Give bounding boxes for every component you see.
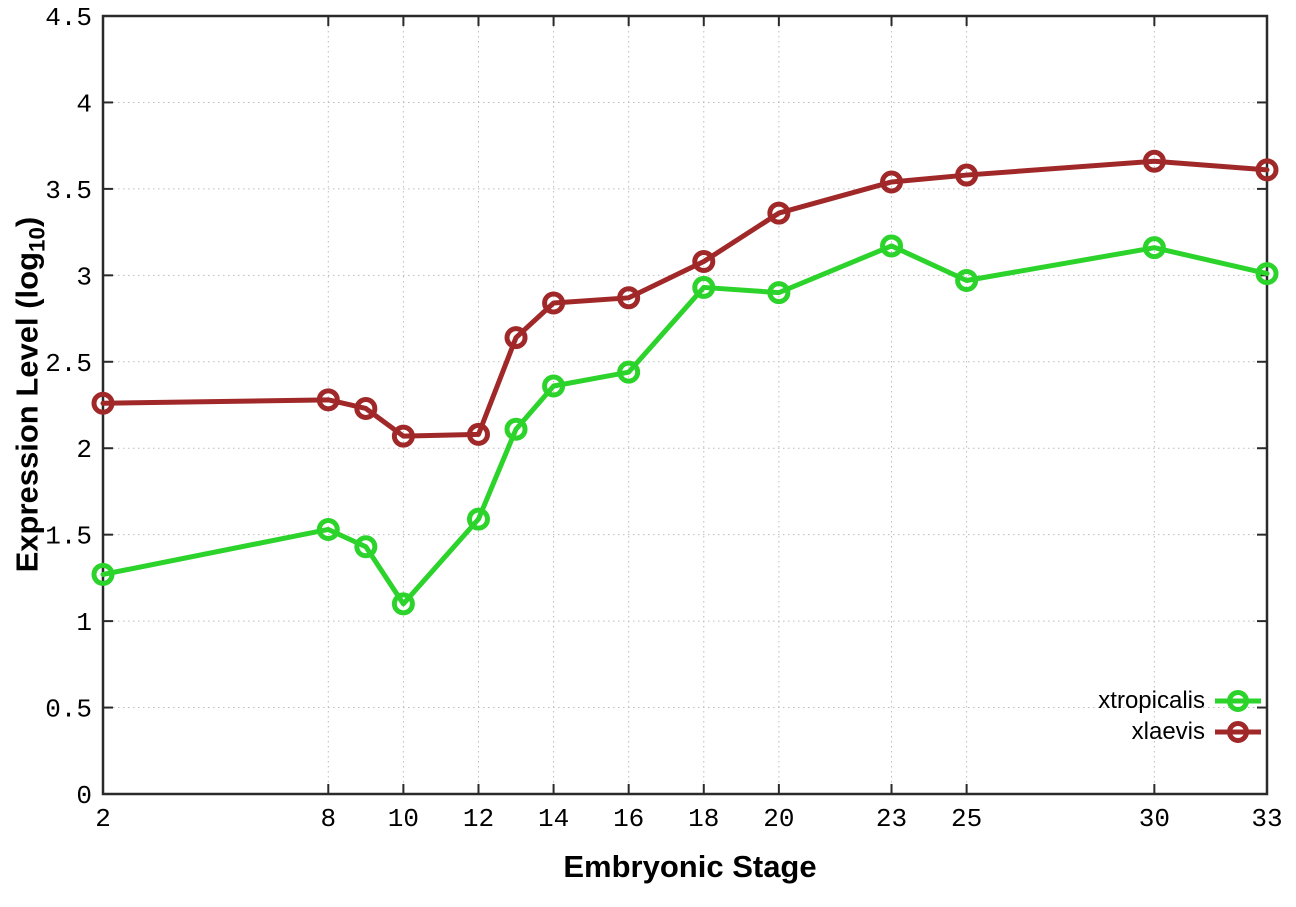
data-point-xlaevis: [391, 424, 415, 448]
x-tick-label: 12: [463, 804, 494, 834]
x-tick-label: 8: [320, 804, 336, 834]
x-axis-title: Embryonic Stage: [563, 849, 817, 884]
data-point-xlaevis: [1142, 149, 1166, 173]
data-point-xtropicalis: [391, 592, 415, 616]
y-tick-label: 1: [76, 608, 92, 638]
y-tick-label: 0: [76, 781, 92, 811]
legend-row-xlaevis: xlaevis: [1132, 716, 1262, 747]
data-point-xtropicalis: [880, 234, 904, 258]
data-point-xlaevis: [955, 163, 979, 187]
x-tick-label: 23: [876, 804, 907, 834]
data-point-xlaevis: [91, 391, 115, 415]
legend-marker-xlaevis: [1215, 720, 1261, 743]
data-point-xlaevis: [466, 422, 490, 446]
legend: xtropicalis xlaevis: [1098, 685, 1262, 747]
data-point-xlaevis: [542, 291, 566, 315]
legend-label-xlaevis: xlaevis: [1131, 717, 1205, 745]
data-point-xtropicalis: [91, 562, 115, 586]
x-tick-label: 10: [388, 804, 419, 834]
y-axis-title-text: Expression Level (log: [9, 251, 45, 573]
x-tick-label: 30: [1139, 804, 1170, 834]
y-tick-label: 4.5: [45, 3, 92, 33]
legend-row-xtropicalis: xtropicalis: [1098, 685, 1262, 716]
data-point-xtropicalis: [1255, 262, 1279, 286]
data-point-xlaevis: [354, 396, 378, 420]
y-axis-title-suffix: ): [9, 216, 45, 228]
y-tick-label: 1.5: [45, 522, 92, 552]
series-line-xtropicalis: [100, 243, 1270, 607]
data-point-xlaevis: [1255, 158, 1279, 182]
series-line-xlaevis: [100, 158, 1270, 439]
y-tick-label: 2.5: [45, 349, 92, 379]
data-point-xtropicalis: [316, 517, 340, 541]
legend-marker-xtropicalis: [1215, 689, 1261, 712]
data-point-xlaevis: [316, 388, 340, 412]
x-tick-label: 33: [1251, 804, 1282, 834]
x-tick-label: 16: [613, 804, 644, 834]
plot-border: [101, 14, 1269, 796]
data-point-xtropicalis: [955, 269, 979, 293]
data-point-xlaevis: [617, 286, 641, 310]
data-point-xtropicalis: [617, 360, 641, 384]
y-tick-label: 0.5: [45, 695, 92, 725]
data-point-xtropicalis: [542, 374, 566, 398]
x-tick-label: 2: [95, 804, 111, 834]
x-tick-label: 20: [763, 804, 794, 834]
data-point-xtropicalis: [354, 535, 378, 559]
data-point-xlaevis: [504, 326, 528, 350]
y-tick-label: 2: [76, 435, 92, 465]
x-tick-label: 14: [538, 804, 569, 834]
data-point-xtropicalis: [767, 281, 791, 305]
data-point-xtropicalis: [1142, 236, 1166, 260]
y-tick-label: 3.5: [45, 176, 92, 206]
legend-label-xtropicalis: xtropicalis: [1098, 686, 1205, 714]
y-tick-label: 3: [76, 262, 92, 292]
data-point-xtropicalis: [504, 417, 528, 441]
data-point-xlaevis: [767, 201, 791, 225]
y-tick-label: 4: [76, 89, 92, 119]
data-point-xtropicalis: [692, 275, 716, 299]
x-tick-label: 25: [951, 804, 982, 834]
data-point-xlaevis: [692, 250, 716, 274]
data-point-xtropicalis: [466, 507, 490, 531]
y-axis-title: Expression Level (log10): [9, 145, 50, 645]
data-point-xlaevis: [880, 170, 904, 194]
y-axis-title-subscript: 10: [24, 227, 50, 252]
x-tick-label: 18: [688, 804, 719, 834]
